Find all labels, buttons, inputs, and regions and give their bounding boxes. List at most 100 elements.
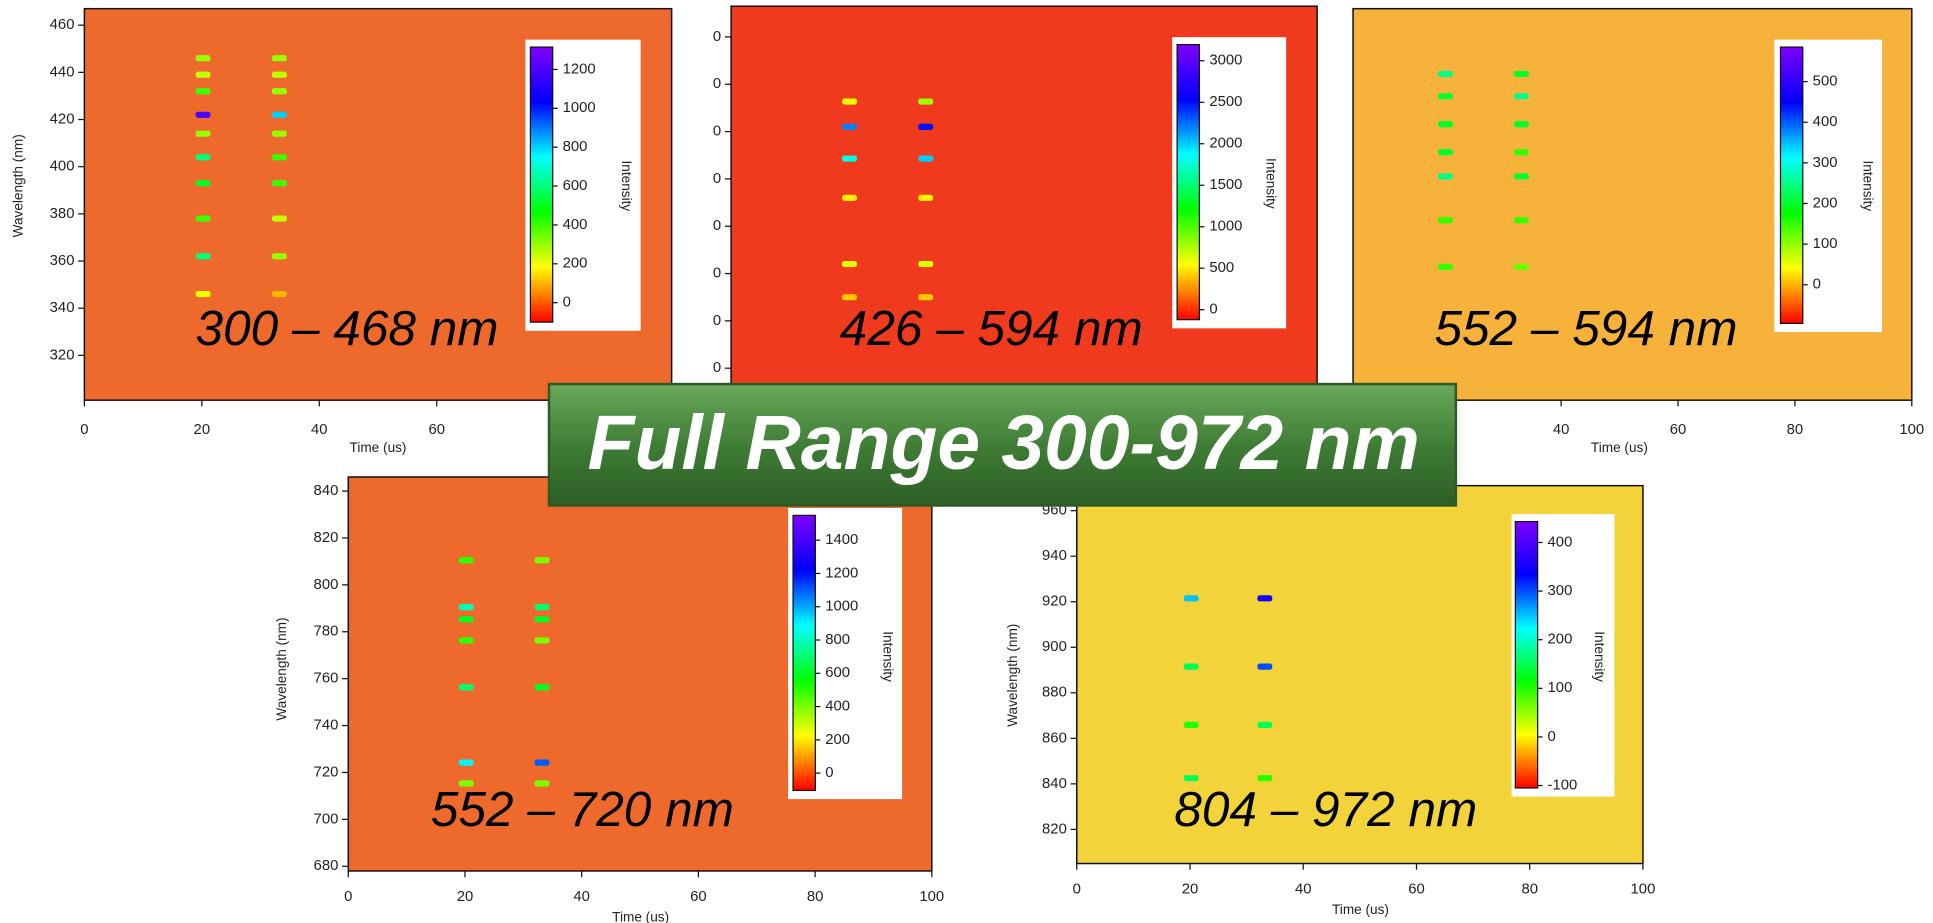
heatmap-cell — [195, 111, 211, 118]
heatmap-cell — [1257, 721, 1273, 728]
y-tick-label: 820 — [1042, 821, 1067, 837]
x-tick-label: 60 — [428, 422, 445, 438]
colorbar-tick-label: 400 — [1813, 114, 1838, 130]
colorbar-tick-label: 0 — [1209, 302, 1217, 318]
heatmap-cell — [1438, 149, 1453, 156]
x-axis-label: Time (us) — [1591, 440, 1648, 455]
heatmap-cell — [918, 294, 934, 301]
heatmap-cell — [842, 155, 857, 162]
heatmap-cell — [458, 557, 474, 564]
heatmap-cell — [195, 180, 211, 187]
y-tick-label: 800 — [314, 577, 339, 593]
colorbar-tick-label: 200 — [563, 256, 588, 272]
heatmap-cell — [195, 55, 211, 62]
banner: Full Range 300-972 nm — [547, 382, 1458, 507]
y-tick-label: 0 — [713, 265, 721, 281]
x-tick-label: 40 — [311, 422, 328, 438]
x-tick-label: 60 — [1408, 881, 1425, 897]
heatmap-cell — [271, 290, 287, 298]
y-tick-label: 900 — [1042, 639, 1067, 655]
colorbar-tick-label: 2500 — [1209, 94, 1242, 110]
heatmap-cell — [534, 557, 550, 564]
heatmap-cell — [534, 616, 550, 623]
heatmap-panel: 320 340 360 380 400 420 440 460 0 20 40 60 Wavelengt… — [10, 7, 673, 455]
heatmap-cell — [1514, 263, 1529, 270]
x-tick-label: 60 — [690, 889, 707, 905]
y-tick-label: 320 — [50, 347, 75, 363]
heatmap-cell — [195, 154, 211, 161]
plot-frame — [83, 7, 673, 401]
colorbar-tick-label: 1000 — [1209, 219, 1242, 235]
x-tick-label: 100 — [1631, 881, 1656, 897]
heatmap-cell — [1438, 173, 1453, 180]
y-tick-label: 740 — [314, 717, 339, 733]
colorbar — [1514, 520, 1539, 789]
x-axis-label: Time (us) — [350, 440, 407, 455]
heatmap-cell — [918, 155, 934, 162]
colorbar-tick-label: 100 — [1813, 236, 1838, 252]
y-tick-label: 380 — [50, 206, 75, 222]
x-tick-label: 100 — [1899, 422, 1924, 438]
colorbar — [1176, 43, 1201, 321]
colorbar — [792, 514, 816, 792]
y-tick-label: 360 — [50, 253, 75, 269]
colorbar-tick-label: 0 — [563, 295, 571, 311]
colorbar-tick-label: 600 — [825, 665, 850, 681]
colorbar-tick-label: 0 — [1548, 729, 1556, 745]
range-annotation: 804 – 972 nm — [1174, 781, 1477, 837]
y-axis-label: Wavelength (nm) — [10, 134, 25, 237]
y-tick-label: 0 — [713, 218, 721, 234]
y-tick-label: 820 — [314, 530, 339, 546]
heatmap-cell — [458, 604, 474, 611]
colorbar-tick-label: 300 — [1813, 155, 1838, 171]
heatmap-cell — [918, 98, 934, 105]
heatmap-cell — [1514, 70, 1529, 78]
y-tick-label: 0 — [713, 29, 721, 45]
y-tick-label: 0 — [713, 124, 721, 140]
heatmap-cell — [1514, 173, 1529, 180]
y-tick-label: 720 — [314, 764, 339, 780]
y-tick-label: 840 — [314, 483, 339, 499]
colorbar-tick-label: 1400 — [825, 532, 858, 548]
heatmap-cell — [1438, 93, 1453, 100]
heatmap-cell — [1514, 149, 1529, 156]
heatmap-cell — [271, 55, 287, 62]
y-tick-label: 400 — [50, 159, 75, 175]
x-tick-label: 40 — [573, 889, 590, 905]
heatmap-cell — [458, 780, 474, 787]
y-tick-label: 420 — [50, 111, 75, 127]
heatmap-cell — [534, 604, 550, 611]
colorbar-tick-label: 400 — [563, 217, 588, 233]
colorbar-tick-label: 0 — [825, 765, 833, 781]
colorbar-tick-label: 2000 — [1209, 136, 1242, 152]
y-tick-label: 0 — [713, 360, 721, 376]
colorbar — [1779, 46, 1804, 324]
colorbar-tick-label: 3000 — [1209, 53, 1242, 69]
heatmap-cell — [1183, 595, 1199, 602]
colorbar-tick-label: 1200 — [825, 565, 858, 581]
heatmap-cell — [534, 780, 550, 787]
colorbar-tick-label: 0 — [1813, 277, 1821, 293]
heatmap-cell — [458, 759, 474, 766]
heatmap-cell — [195, 130, 211, 137]
heatmap-cell — [1183, 721, 1199, 728]
heatmap-cell — [195, 253, 211, 260]
heatmap-cell — [1438, 70, 1453, 78]
heatmap-cell — [195, 71, 211, 78]
y-axis-label: Wavelength (nm) — [1005, 624, 1020, 727]
heatmap-cell — [1514, 217, 1529, 224]
y-tick-label: 700 — [314, 811, 339, 827]
heatmap-cell — [918, 123, 934, 130]
y-tick-label: 680 — [314, 858, 339, 874]
x-tick-label: 80 — [1787, 422, 1804, 438]
heatmap-cell — [842, 98, 857, 105]
y-axis-label: Wavelength (nm) — [274, 617, 289, 720]
heatmap-cell — [918, 194, 934, 201]
y-tick-label: 460 — [50, 17, 75, 33]
x-tick-label: 20 — [457, 889, 474, 905]
colorbar-label: Intensity — [1592, 631, 1607, 682]
x-tick-label: 40 — [1553, 422, 1570, 438]
colorbar-tick-label: 1000 — [563, 100, 596, 116]
